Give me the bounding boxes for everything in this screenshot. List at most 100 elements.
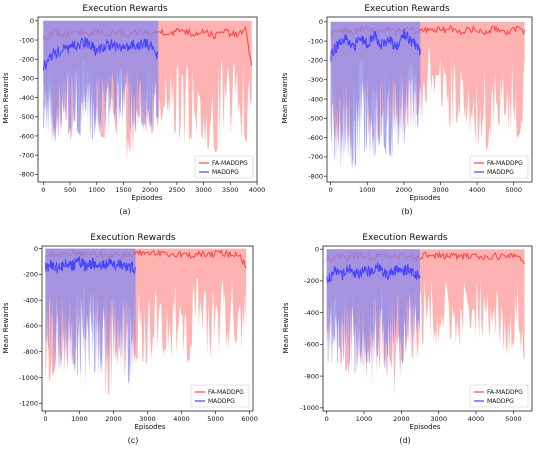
y-tick-label: -100 bbox=[19, 36, 34, 44]
y-tick-label: -800 bbox=[19, 171, 34, 179]
y-tick-label: -200 bbox=[19, 56, 34, 64]
y-tick-label: -600 bbox=[304, 341, 319, 349]
x-tick-label: 4000 bbox=[468, 415, 485, 423]
y-tick-label: 0 bbox=[315, 245, 319, 253]
legend-box bbox=[194, 155, 254, 179]
y-tick-label: -200 bbox=[23, 271, 38, 279]
legend: FA-MADDPG MADDPG bbox=[469, 155, 529, 179]
subfigure-label: (b) bbox=[401, 207, 412, 216]
subfigure-label: (d) bbox=[399, 436, 410, 445]
y-tick-label: -600 bbox=[23, 322, 38, 330]
y-tick-label: -200 bbox=[304, 277, 319, 285]
x-tick-label: 3500 bbox=[222, 186, 239, 194]
y-tick-label: -800 bbox=[308, 173, 323, 181]
chart-title: Execution Rewards bbox=[82, 4, 168, 14]
legend-label: FA-MADDPG bbox=[212, 160, 248, 167]
x-tick-label: 3000 bbox=[430, 415, 447, 423]
subplot-b: Execution Rewards Episodes Mean Rewards … bbox=[281, 4, 533, 216]
y-tick-label: -400 bbox=[308, 95, 323, 103]
legend: FA-MADDPG MADDPG bbox=[190, 384, 250, 408]
legend: FA-MADDPG MADDPG bbox=[469, 384, 529, 408]
plot-area bbox=[326, 249, 525, 397]
y-tick-label: -800 bbox=[23, 348, 38, 356]
series-line-maddpg bbox=[44, 256, 137, 275]
x-tick-label: 6000 bbox=[241, 415, 258, 423]
y-tick-label: -500 bbox=[19, 113, 34, 121]
y-tick-label: -100 bbox=[308, 37, 323, 45]
legend-label: MADDPG bbox=[212, 169, 239, 176]
x-tick-label: 2000 bbox=[105, 415, 122, 423]
x-tick-label: 3000 bbox=[432, 186, 449, 194]
chart-title: Execution Rewards bbox=[362, 233, 448, 243]
y-tick-label: -400 bbox=[304, 309, 319, 317]
series-band-maddpg bbox=[326, 249, 420, 376]
y-tick-label: -1200 bbox=[19, 400, 38, 408]
x-tick-label: 1000 bbox=[88, 186, 105, 194]
plot-area bbox=[330, 21, 526, 171]
x-tick-label: 0 bbox=[43, 415, 47, 423]
y-tick-label: -300 bbox=[19, 75, 34, 83]
y-axis-label: Mean Rewards bbox=[281, 72, 289, 123]
legend-box bbox=[469, 155, 529, 179]
x-axis-label: Episodes bbox=[134, 423, 165, 431]
y-tick-label: -400 bbox=[23, 296, 38, 304]
subplot-a: Execution Rewards Episodes Mean Rewards … bbox=[2, 4, 265, 216]
axes-frame bbox=[322, 245, 533, 412]
series-band-maddpg bbox=[330, 21, 421, 171]
x-axis-label: Episodes bbox=[409, 423, 440, 431]
x-tick-label: 5000 bbox=[207, 415, 224, 423]
subplot-d: Execution Rewards Episodes Mean Rewards … bbox=[282, 233, 533, 445]
legend-label: FA-MADDPG bbox=[487, 389, 523, 396]
subfigure-label: (c) bbox=[128, 436, 139, 445]
plot-area bbox=[42, 20, 253, 161]
x-tick-label: 500 bbox=[64, 186, 76, 194]
y-tick-label: -600 bbox=[19, 132, 34, 140]
x-tick-label: 5000 bbox=[505, 186, 522, 194]
y-tick-label: -300 bbox=[308, 76, 323, 84]
x-tick-label: 2000 bbox=[142, 186, 159, 194]
axes-frame bbox=[37, 16, 258, 183]
y-tick-label: -700 bbox=[19, 151, 34, 159]
x-tick-label: 1000 bbox=[359, 186, 376, 194]
x-axis-label: Episodes bbox=[131, 194, 162, 202]
series-line-maddpg bbox=[330, 28, 421, 62]
x-tick-label: 0 bbox=[325, 415, 329, 423]
y-tick-label: 0 bbox=[30, 17, 34, 25]
x-tick-label: 4000 bbox=[469, 186, 486, 194]
chart-title: Execution Rewards bbox=[364, 4, 450, 14]
subfigure-label: (a) bbox=[119, 207, 130, 216]
legend-label: MADDPG bbox=[487, 398, 514, 405]
y-tick-label: 0 bbox=[319, 18, 323, 26]
x-tick-label: 1000 bbox=[356, 415, 373, 423]
x-tick-label: 4000 bbox=[249, 186, 266, 194]
x-tick-label: 3000 bbox=[139, 415, 156, 423]
legend-label: MADDPG bbox=[208, 398, 235, 405]
y-tick-label: -1000 bbox=[300, 404, 319, 412]
y-axis-label: Mean Rewards bbox=[282, 302, 290, 353]
y-tick-label: -1000 bbox=[19, 374, 38, 382]
y-tick-label: -400 bbox=[19, 94, 34, 102]
series-band-maddpg bbox=[45, 248, 136, 388]
subplot-c: Execution Rewards Episodes Mean Rewards … bbox=[2, 233, 258, 445]
x-tick-label: 3000 bbox=[195, 186, 212, 194]
y-axis-label: Mean Rewards bbox=[2, 302, 10, 353]
x-tick-label: 0 bbox=[329, 186, 333, 194]
y-tick-label: -500 bbox=[308, 115, 323, 123]
x-tick-label: 0 bbox=[41, 186, 45, 194]
plot-area bbox=[44, 248, 247, 398]
series-line-maddpg bbox=[326, 262, 421, 285]
legend-box bbox=[469, 384, 529, 408]
x-tick-label: 4000 bbox=[173, 415, 190, 423]
x-axis-label: Episodes bbox=[409, 194, 440, 202]
legend-label: MADDPG bbox=[487, 169, 514, 176]
chart-title: Execution Rewards bbox=[90, 233, 176, 243]
y-tick-label: -700 bbox=[308, 153, 323, 161]
legend-label: FA-MADDPG bbox=[487, 160, 523, 167]
x-tick-label: 1000 bbox=[71, 415, 88, 423]
y-tick-label: -800 bbox=[304, 372, 319, 380]
y-tick-label: -200 bbox=[308, 57, 323, 65]
legend-box bbox=[190, 384, 250, 408]
legend-label: FA-MADDPG bbox=[208, 389, 244, 396]
y-axis-label: Mean Rewards bbox=[2, 72, 10, 123]
